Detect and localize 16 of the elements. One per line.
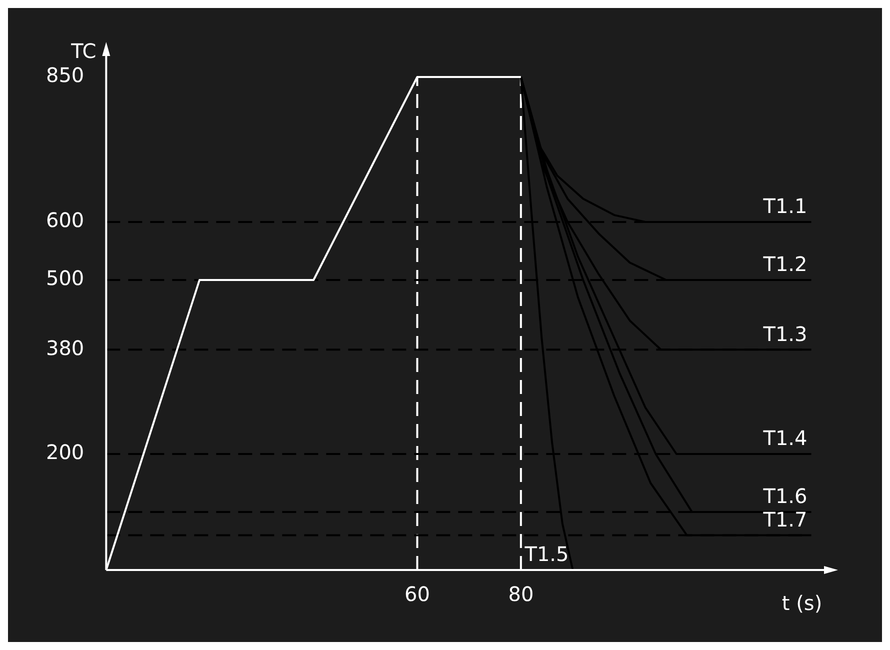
series-label: T1.4 — [762, 426, 808, 450]
series-label: T1.2 — [762, 252, 808, 276]
y-tick-label: 500 — [46, 266, 84, 290]
series-label: T1.5 — [524, 542, 569, 566]
series-label: T1.1 — [762, 194, 808, 218]
x-tick-label: 60 — [404, 582, 430, 606]
y-tick-label: 200 — [46, 440, 84, 464]
y-tick-label: 600 — [46, 208, 84, 232]
y-axis-title: TC — [70, 39, 96, 63]
y-tick-label: 850 — [46, 63, 84, 88]
y-tick-label: 380 — [46, 336, 84, 360]
x-tick-label: 80 — [508, 582, 534, 606]
x-axis-title: t (s) — [782, 591, 822, 615]
series-label: T1.3 — [762, 322, 808, 346]
series-label: T1.6 — [762, 484, 808, 508]
series-label: T1.7 — [762, 507, 808, 532]
